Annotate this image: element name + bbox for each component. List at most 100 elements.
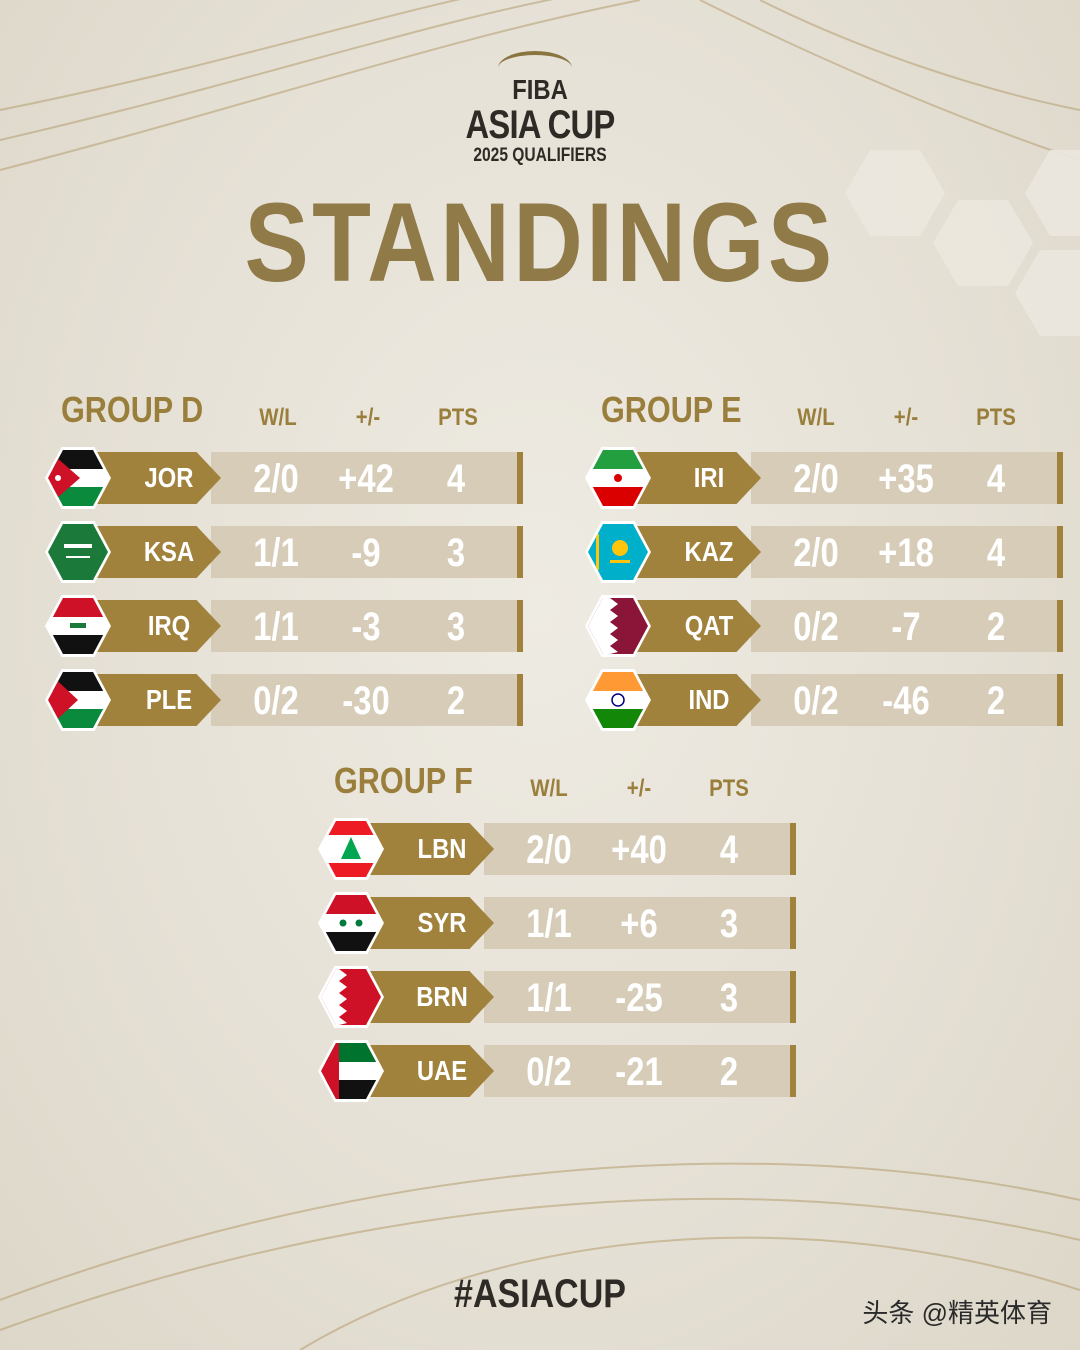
logo-line-1: FIBA	[512, 74, 568, 105]
standings-row: SYR 1/1 +6 3	[318, 892, 798, 954]
diff-value: +42	[338, 457, 394, 501]
pts-value: 4	[986, 457, 1006, 501]
row-bar	[211, 600, 523, 652]
pts-value: 3	[446, 605, 466, 649]
pts-value: 2	[446, 679, 466, 723]
pts-value: 3	[719, 976, 739, 1020]
team-code: IND	[688, 684, 730, 715]
column-header-diff: +/-	[355, 404, 381, 431]
team-code: JOR	[144, 462, 194, 493]
group-d-table: GROUP D W/L +/- PTS JOR 2/0 +42 4 KSA 1/…	[45, 390, 525, 746]
team-code: QAT	[684, 610, 734, 641]
diff-value: -9	[351, 531, 381, 575]
column-header-pts: PTS	[709, 775, 749, 802]
uae-flag-icon	[318, 1040, 384, 1102]
standings-row: JOR 2/0 +42 4	[45, 447, 525, 509]
jordan-flag-icon	[45, 447, 111, 509]
group-name: GROUP F	[334, 760, 473, 801]
wl-value: 1/1	[526, 976, 572, 1020]
wl-value: 1/1	[526, 902, 572, 946]
wl-value: 0/2	[793, 605, 839, 649]
standings-row: QAT 0/2 -7 2	[585, 595, 1065, 657]
standings-row: KSA 1/1 -9 3	[45, 521, 525, 583]
logo-arc	[498, 51, 572, 85]
diff-value: -46	[882, 679, 930, 723]
row-bar	[751, 452, 1063, 504]
column-header-wl: W/L	[797, 404, 835, 431]
iran-flag-icon	[585, 447, 651, 509]
logo-line-3: 2025 QUALIFIERS	[473, 145, 607, 166]
team-code: KAZ	[684, 536, 734, 567]
standings-row: LBN 2/0 +40 4	[318, 818, 798, 880]
pts-value: 4	[446, 457, 466, 501]
wl-value: 1/1	[253, 531, 299, 575]
group-header: GROUP F W/L +/- PTS	[318, 761, 798, 821]
wl-value: 0/2	[253, 679, 299, 723]
wl-value: 2/0	[526, 828, 572, 872]
pts-value: 3	[446, 531, 466, 575]
team-code: IRI	[693, 462, 725, 493]
diff-value: +6	[620, 902, 658, 946]
fiba-asia-cup-logo: FIBA ASIA CUP 2025 QUALIFIERS	[440, 51, 640, 167]
standings-row: IND 0/2 -46 2	[585, 669, 1065, 731]
group-header: GROUP E W/L +/- PTS	[585, 390, 1065, 450]
row-bar	[484, 823, 796, 875]
column-header-pts: PTS	[976, 404, 1016, 431]
column-header-wl: W/L	[530, 775, 568, 802]
watermark: 头条 @精英体育	[862, 1298, 1052, 1328]
group-header: GROUP D W/L +/- PTS	[45, 390, 525, 450]
pts-value: 2	[986, 679, 1006, 723]
diff-value: -21	[615, 1050, 663, 1094]
standings-row: PLE 0/2 -30 2	[45, 669, 525, 731]
wl-value: 2/0	[793, 457, 839, 501]
team-code: IRQ	[147, 610, 191, 641]
team-code: BRN	[416, 981, 468, 1012]
hashtag: #ASIACUP	[454, 1272, 626, 1316]
palestine-flag-icon	[45, 669, 111, 731]
diff-value: -25	[615, 976, 663, 1020]
wl-value: 2/0	[253, 457, 299, 501]
team-code: KSA	[143, 536, 195, 567]
wl-value: 2/0	[793, 531, 839, 575]
standings-row: KAZ 2/0 +18 4	[585, 521, 1065, 583]
row-bar	[484, 897, 796, 949]
row-bar	[751, 600, 1063, 652]
diff-value: +18	[878, 531, 934, 575]
diff-value: -3	[351, 605, 381, 649]
team-code: UAE	[416, 1055, 468, 1086]
wl-value: 1/1	[253, 605, 299, 649]
row-bar	[484, 1045, 796, 1097]
diff-value: +40	[611, 828, 667, 872]
row-bar	[751, 526, 1063, 578]
diff-value: +35	[878, 457, 934, 501]
row-bar	[751, 674, 1063, 726]
group-name: GROUP D	[61, 389, 204, 430]
column-header-pts: PTS	[438, 404, 478, 431]
standings-row: IRQ 1/1 -3 3	[45, 595, 525, 657]
pts-value: 2	[986, 605, 1006, 649]
wl-value: 0/2	[526, 1050, 572, 1094]
column-header-wl: W/L	[259, 404, 297, 431]
row-bar	[484, 971, 796, 1023]
group-name: GROUP E	[601, 389, 742, 430]
group-f-table: GROUP F W/L +/- PTS LBN 2/0 +40 4 SYR 1/…	[318, 761, 798, 1117]
row-bar	[211, 526, 523, 578]
pts-value: 4	[986, 531, 1006, 575]
row-bar	[211, 452, 523, 504]
pts-value: 4	[719, 828, 739, 872]
diff-value: -30	[342, 679, 390, 723]
standings-row: BRN 1/1 -25 3	[318, 966, 798, 1028]
team-code: PLE	[145, 684, 193, 715]
page-title: STANDINGS	[244, 180, 836, 305]
logo-line-2: ASIA CUP	[465, 103, 616, 147]
column-header-diff: +/-	[626, 775, 652, 802]
standings-row: UAE 0/2 -21 2	[318, 1040, 798, 1102]
standings-row: IRI 2/0 +35 4	[585, 447, 1065, 509]
row-bar	[211, 674, 523, 726]
pts-value: 2	[719, 1050, 739, 1094]
team-code: SYR	[417, 907, 467, 938]
team-code: LBN	[417, 833, 467, 864]
pts-value: 3	[719, 902, 739, 946]
group-e-table: GROUP E W/L +/- PTS IRI 2/0 +35 4 KAZ 2/…	[585, 390, 1065, 746]
diff-value: -7	[891, 605, 921, 649]
